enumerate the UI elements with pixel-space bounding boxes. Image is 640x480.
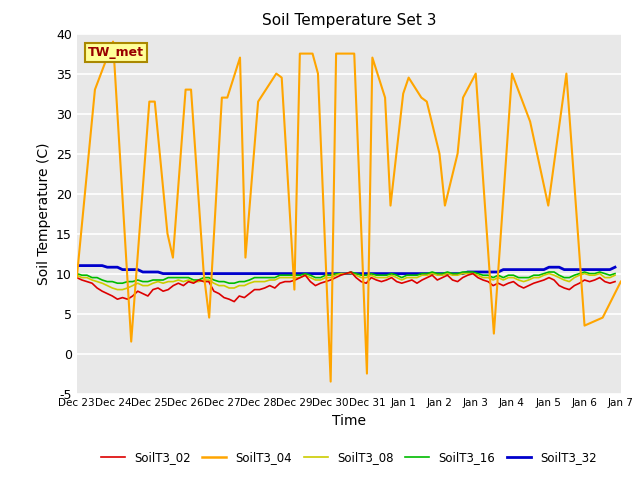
Text: TW_met: TW_met (88, 46, 144, 59)
Legend: SoilT3_02, SoilT3_04, SoilT3_08, SoilT3_16, SoilT3_32: SoilT3_02, SoilT3_04, SoilT3_08, SoilT3_… (96, 446, 602, 469)
X-axis label: Time: Time (332, 414, 366, 428)
Title: Soil Temperature Set 3: Soil Temperature Set 3 (262, 13, 436, 28)
Y-axis label: Soil Temperature (C): Soil Temperature (C) (36, 143, 51, 285)
